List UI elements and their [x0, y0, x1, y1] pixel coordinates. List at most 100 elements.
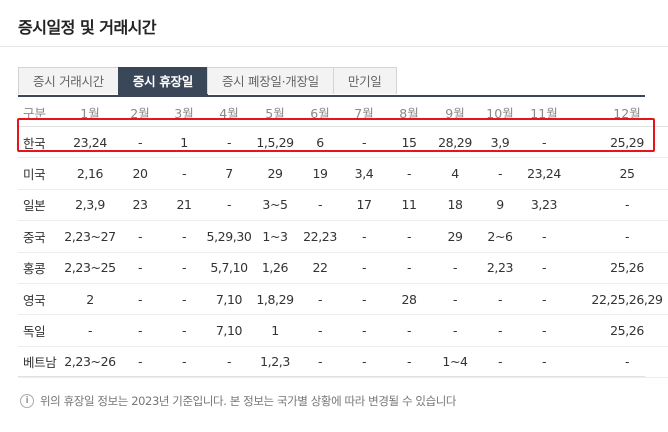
holiday-cell: - — [566, 220, 668, 253]
table-row: 영국 2- -7,10 1,8,29- -28- - -22,25,26,29 — [18, 283, 668, 316]
holiday-cell: 1,26 — [252, 252, 298, 284]
holiday-cell: - — [162, 314, 206, 347]
country-cell: 독일 — [18, 314, 62, 347]
country-cell: 베트남 — [18, 346, 62, 379]
holiday-cell: 2~6 — [478, 220, 522, 253]
country-cell: 홍콩 — [18, 252, 62, 284]
holiday-cell: - — [522, 252, 566, 284]
holiday-cell: - — [522, 283, 566, 316]
table-row: 일본 2,3,9 23 21-3~5-17 11 18 9 3,23- — [18, 189, 668, 222]
holiday-cell: 23,24 — [522, 157, 566, 190]
holiday-cell: 4 — [432, 157, 478, 190]
header-month: 6월 — [298, 98, 342, 127]
holiday-cell: 25,29 — [566, 126, 668, 159]
table-row: 미국 2,16 20-7 29 19 3,4-4-23,24 25 — [18, 157, 668, 190]
holiday-cell: - — [432, 252, 478, 284]
country-cell: 중국 — [18, 220, 62, 253]
table-row: 독일 - - -7,10 1- - - - - -25,26 — [18, 314, 668, 347]
country-cell: 미국 — [18, 157, 62, 190]
holiday-cell: 2,23~27 — [62, 220, 118, 253]
header-month: 1월 — [62, 98, 118, 127]
holiday-cell: - — [162, 283, 206, 316]
info-note: i 위의 휴장일 정보는 2023년 기준입니다. 본 정보는 국가별 상황에 … — [20, 393, 457, 409]
country-cell: 일본 — [18, 189, 62, 222]
table-row: 중국 2,23~27- -5,29,30 1~3 22,23- -29 2~6- - — [18, 220, 668, 253]
holiday-cell: - — [386, 220, 432, 253]
holiday-cell: 3,23 — [522, 189, 566, 222]
holiday-cell: - — [478, 157, 522, 190]
holiday-cell: - — [118, 220, 162, 253]
holiday-cell: 17 — [342, 189, 386, 222]
header-month: 4월 — [206, 98, 252, 127]
holiday-cell: - — [478, 283, 522, 316]
holiday-cell: 7,10 — [206, 283, 252, 316]
holiday-cell: - — [522, 220, 566, 253]
holiday-cell: 25,26 — [566, 314, 668, 347]
holiday-cell: - — [298, 346, 342, 379]
holiday-cell: 3,9 — [478, 126, 522, 159]
holiday-cell: 1,2,3 — [252, 346, 298, 379]
holiday-cell: 2 — [62, 283, 118, 316]
holiday-cell: 2,16 — [62, 157, 118, 190]
note-text: 위의 휴장일 정보는 2023년 기준입니다. 본 정보는 국가별 상황에 따라… — [40, 394, 457, 408]
holiday-cell: 25,26 — [566, 252, 668, 284]
korea-row-highlight — [17, 118, 655, 152]
tab-closing-opening-days[interactable]: 증시 폐장일·개장일 — [206, 67, 334, 94]
holiday-cell: - — [522, 126, 566, 159]
holiday-cell: - — [478, 346, 522, 379]
holiday-cell: 1,5,29 — [252, 126, 298, 159]
holiday-cell: 3,4 — [342, 157, 386, 190]
country-cell: 영국 — [18, 283, 62, 316]
tab-expiration-dates[interactable]: 만기일 — [332, 67, 397, 94]
holiday-cell: 29 — [252, 157, 298, 190]
holiday-cell: 1 — [252, 314, 298, 347]
header-month: 3월 — [162, 98, 206, 127]
holiday-cell: 2,23 — [478, 252, 522, 284]
holiday-cell: 23 — [118, 189, 162, 222]
holiday-cell: 2,23~26 — [62, 346, 118, 379]
holiday-cell: - — [522, 346, 566, 379]
table-bottom-divider — [18, 376, 645, 377]
holiday-cell: - — [342, 346, 386, 379]
tab-trading-hours[interactable]: 증시 거래시간 — [18, 67, 119, 94]
holiday-cell: 20 — [118, 157, 162, 190]
holiday-cell: - — [432, 283, 478, 316]
tab-bar: 증시 거래시간 증시 휴장일 증시 폐장일·개장일 만기일 — [18, 67, 397, 95]
holiday-cell: 22 — [298, 252, 342, 284]
holiday-cell: - — [118, 346, 162, 379]
header-category: 구분 — [18, 98, 62, 127]
holiday-cell: - — [162, 157, 206, 190]
header-month: 7월 — [342, 98, 386, 127]
holiday-table: 구분 1월 2월 3월 4월 5월 6월 7월 8월 9월 10월 11월 12… — [18, 98, 668, 379]
holiday-cell: - — [162, 252, 206, 284]
holiday-cell: 9 — [478, 189, 522, 222]
holiday-cell: - — [206, 189, 252, 222]
tab-market-holidays[interactable]: 증시 휴장일 — [117, 67, 208, 95]
holiday-cell: 2,3,9 — [62, 189, 118, 222]
table-row: 베트남 2,23~26- - -1,2,3- - -1~4- - - — [18, 346, 668, 379]
holiday-cell: - — [298, 283, 342, 316]
holiday-cell: - — [386, 157, 432, 190]
holiday-cell: - — [566, 346, 668, 379]
holiday-cell: - — [162, 346, 206, 379]
holiday-cell: 7,10 — [206, 314, 252, 347]
header-month: 2월 — [118, 98, 162, 127]
header-month: 12월 — [566, 98, 668, 127]
holiday-cell: - — [566, 189, 668, 222]
table-row: 홍콩 2,23~25- -5,7,10 1,26 22- - -2,23-25,26 — [18, 252, 668, 284]
header-month: 10월 — [478, 98, 522, 127]
holiday-cell: - — [118, 126, 162, 159]
holiday-cell: 22,25,26,29 — [566, 283, 668, 316]
holiday-cell: - — [432, 314, 478, 347]
holiday-cell: 29 — [432, 220, 478, 253]
holiday-cell: - — [162, 220, 206, 253]
holiday-cell: 1 — [162, 126, 206, 159]
holiday-cell: 3~5 — [252, 189, 298, 222]
table-header-row: 구분 1월 2월 3월 4월 5월 6월 7월 8월 9월 10월 11월 12… — [18, 98, 668, 127]
holiday-cell: - — [62, 314, 118, 347]
holiday-cell: 11 — [386, 189, 432, 222]
holiday-cell: - — [342, 314, 386, 347]
holiday-cell: - — [298, 314, 342, 347]
page-title: 증시일정 및 거래시간 — [18, 18, 157, 37]
holiday-cell: 15 — [386, 126, 432, 159]
